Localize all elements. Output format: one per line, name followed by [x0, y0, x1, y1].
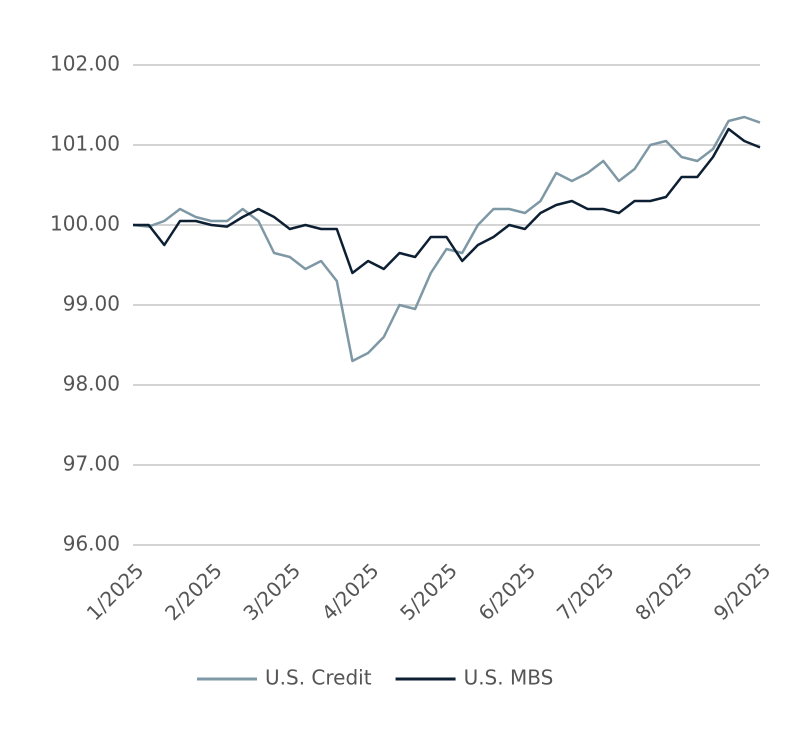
x-tick-label: 1/2025 [82, 558, 149, 625]
x-tick-label: 5/2025 [395, 558, 462, 625]
y-tick-label: 99.00 [63, 292, 120, 316]
legend-label: U.S. Credit [265, 666, 372, 690]
y-tick-label: 100.00 [50, 212, 120, 236]
series-line [133, 127, 761, 275]
series-line [132, 115, 761, 363]
y-tick-label: 101.00 [50, 132, 120, 156]
x-tick-label: 2/2025 [160, 558, 227, 625]
x-tick-label: 3/2025 [238, 558, 305, 625]
x-tick-label: 7/2025 [552, 558, 619, 625]
legend-label: U.S. MBS [464, 666, 554, 690]
x-tick-label: 6/2025 [474, 558, 541, 625]
x-tick-label: 8/2025 [630, 558, 697, 625]
y-tick-label: 96.00 [63, 532, 120, 556]
y-tick-label: 98.00 [63, 372, 120, 396]
y-tick-label: 102.00 [50, 52, 120, 76]
x-tick-label: 9/2025 [709, 558, 776, 625]
y-tick-label: 97.00 [63, 452, 120, 476]
x-tick-label: 4/2025 [317, 558, 384, 625]
